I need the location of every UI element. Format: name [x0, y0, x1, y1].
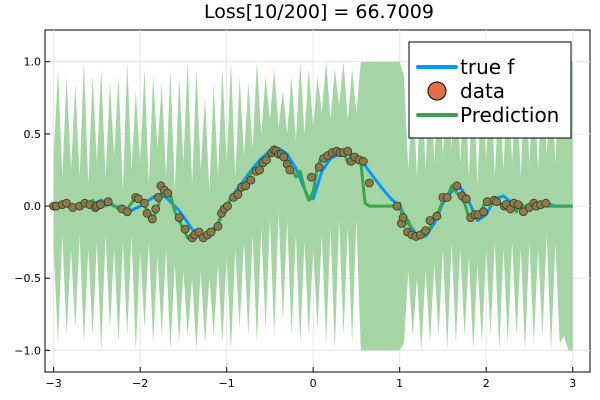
legend-marker-data: [427, 81, 447, 101]
data-point: [358, 156, 368, 166]
data-point: [151, 204, 161, 214]
y-tick-label: 0.5: [24, 128, 42, 141]
data-points: [49, 145, 551, 243]
legend-label-data: data: [460, 79, 505, 103]
data-point: [519, 207, 528, 217]
data-point: [279, 152, 289, 162]
axes: −3 −2 −1 0 1 2 3 −1.0 −0.5 0.0 0.5 1.0: [14, 56, 576, 390]
x-tick-label: 2: [483, 377, 490, 390]
data-point: [103, 197, 113, 207]
data-point: [492, 197, 502, 207]
data-point: [425, 216, 435, 225]
x-tick-label: −2: [132, 377, 148, 390]
legend-label-prediction: Prediction: [460, 103, 559, 127]
data-point: [180, 224, 190, 234]
data-point: [174, 213, 184, 223]
chart-title: Loss[10/200] = 66.7009: [204, 1, 434, 23]
data-point: [246, 175, 256, 185]
data-point: [194, 227, 204, 237]
y-tick-label: 0.0: [24, 200, 42, 213]
data-point: [223, 201, 232, 211]
x-tick-label: −1: [219, 377, 235, 390]
data-point: [241, 181, 251, 191]
data-point: [306, 172, 316, 182]
data-point: [452, 181, 462, 191]
x-tick-label: 0: [310, 377, 317, 390]
data-point: [147, 214, 157, 224]
data-point: [479, 207, 489, 217]
data-point: [142, 208, 152, 218]
data-point: [541, 198, 551, 208]
data-point: [233, 190, 243, 199]
data-point: [206, 227, 216, 237]
x-tick-label: 3: [569, 377, 576, 390]
data-point: [153, 192, 163, 202]
data-point: [255, 165, 264, 175]
data-point: [62, 198, 71, 208]
y-tick-label: −0.5: [14, 272, 41, 285]
legend: true f data Prediction: [408, 41, 572, 139]
data-point: [421, 226, 431, 236]
prediction-band-area: [53, 61, 573, 351]
x-tick-label: 1: [396, 377, 403, 390]
plot-frame: [44, 29, 591, 373]
x-tick-label: −3: [46, 377, 62, 390]
y-tick-label: −1.0: [14, 344, 41, 357]
prediction-band: [53, 61, 573, 351]
data-point: [314, 162, 324, 172]
legend-label-true-f: true f: [460, 55, 515, 79]
data-point: [262, 155, 271, 165]
y-tick-label: 1.0: [24, 56, 42, 69]
data-point: [96, 200, 105, 210]
data-point: [140, 198, 149, 208]
data-point: [432, 211, 442, 221]
data-point: [133, 194, 143, 204]
data-point: [442, 192, 452, 202]
data-point: [213, 221, 223, 231]
data-point: [398, 213, 408, 223]
data-point: [364, 178, 374, 188]
data-point: [461, 194, 471, 204]
data-point: [343, 146, 353, 156]
data-point: [285, 165, 295, 175]
data-point: [513, 200, 523, 210]
data-point: [122, 207, 132, 217]
data-point: [163, 188, 173, 198]
data-point: [392, 201, 402, 211]
